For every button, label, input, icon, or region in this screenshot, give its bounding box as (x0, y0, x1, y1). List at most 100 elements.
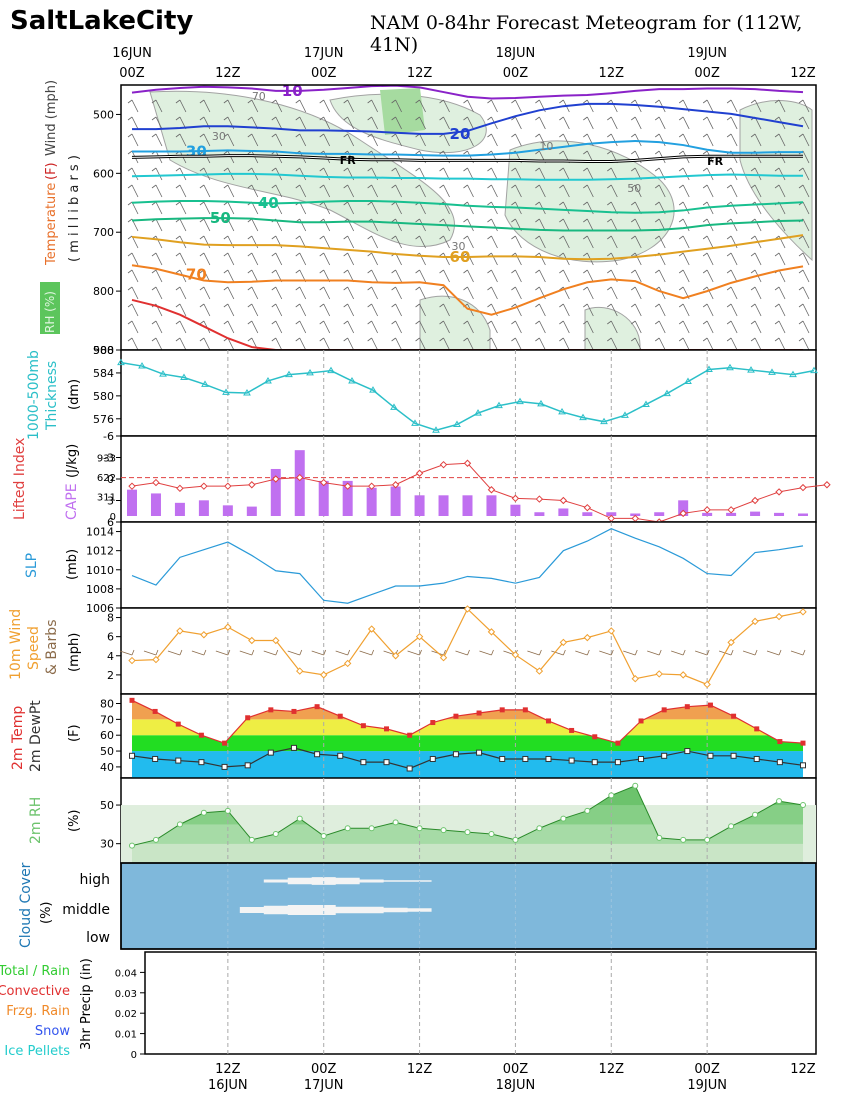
upper-air-panel: 10 20 30 40 50 60 70 FR FR 70 30 10 30 50 500 600 700 80… (93, 82, 817, 357)
y-tick-label: 8 (107, 612, 114, 625)
wind-barb (583, 218, 594, 232)
li-point (128, 482, 136, 490)
wind-mph-label: Wind (mph) (44, 80, 59, 156)
wind-barb (343, 252, 355, 266)
slp-panel: 1006 1008 1010 1012 1014 SLP (mb) (24, 521, 817, 615)
wind-barb (695, 649, 710, 656)
thickness-point (516, 397, 524, 405)
wind-barb (463, 235, 474, 249)
wind-barb (439, 252, 450, 266)
wind-barb (415, 116, 426, 130)
dewpoint-point (591, 759, 598, 766)
wind-barb (127, 99, 139, 113)
cape-bar (798, 513, 808, 516)
dewpoint-point (129, 752, 135, 759)
wind-barb (367, 320, 379, 334)
cape-bar (726, 512, 737, 516)
wind-barb (223, 133, 235, 147)
wind-barb (367, 269, 379, 283)
wind-barb (583, 320, 594, 334)
wind10m-point (463, 605, 472, 613)
cloud-cover-label: Cloud Cover (18, 862, 34, 948)
middle-cloud (239, 905, 432, 915)
date-label: 18JUN (496, 46, 536, 61)
wind-barb (487, 269, 498, 283)
wind-barb (702, 133, 714, 147)
wind-barb (583, 167, 594, 181)
cape-bar (414, 495, 425, 516)
wind-barb (463, 218, 474, 232)
rh-point (680, 836, 687, 843)
thickness-panel: 576 580 584 588 1000-500mb Thickness (dm) (26, 344, 818, 440)
isotherm-label: 10 (282, 82, 303, 100)
li-point (799, 483, 807, 492)
cloud-middle-label: middle (62, 902, 110, 918)
wind-barb (798, 337, 810, 351)
wind-barb (798, 286, 810, 300)
cape-bar (702, 512, 713, 516)
wind-barb (415, 320, 426, 334)
wind-barb (439, 269, 450, 283)
wind-barb (647, 649, 662, 656)
thickness-point (432, 426, 440, 433)
rh-point (512, 836, 519, 843)
temp-point (384, 726, 390, 732)
temp-point (152, 708, 158, 714)
wind-barb (127, 133, 139, 147)
wind-barb (415, 303, 426, 317)
wind10m-point (248, 636, 256, 645)
wind-barb (726, 286, 738, 300)
millibars-label: ( m i l l i b a r s ) (67, 155, 82, 262)
wind-barb (295, 303, 307, 317)
temp-point (754, 726, 760, 732)
y-tick-label: 0.03 (115, 989, 137, 1000)
wind10m-point (607, 627, 615, 635)
wind-barb (151, 320, 163, 334)
cape-bar (510, 504, 521, 516)
li-point (751, 496, 759, 505)
wind-barb (463, 252, 474, 266)
wind-barb (678, 167, 690, 181)
wind-barb (439, 320, 450, 334)
time-label: 00Z (311, 1062, 337, 1077)
precip-panel: 0 0.01 0.02 0.03 0.04 3hr Precip (in) Total … (0, 951, 817, 1061)
wind-barb (247, 252, 259, 266)
temp-point (476, 710, 482, 716)
wind-barb (750, 184, 762, 198)
rh2m-unit: (%) (67, 810, 82, 833)
wind-barb (583, 99, 594, 113)
wind10m-point (631, 675, 639, 683)
wind-barb (175, 133, 187, 147)
wind-barb (343, 201, 355, 215)
wind-barb (151, 99, 163, 113)
wind-barb (559, 167, 570, 181)
temp-point (615, 740, 621, 746)
temp-point (129, 697, 135, 703)
rh-contour-label: 10 (539, 140, 553, 153)
wind-barb (343, 116, 355, 130)
thickness-point (306, 368, 314, 376)
date-label: 18JUN (496, 1078, 536, 1093)
wind-barb (702, 337, 714, 351)
y-tick-label: 0.01 (115, 1030, 137, 1041)
freezing-line-inner (131, 155, 803, 163)
y-tick-label: 1008 (86, 583, 114, 596)
wind-barb (487, 235, 498, 249)
thickness-point (579, 413, 587, 421)
cloud-fill (227, 863, 708, 949)
temp2m-unit: (F) (67, 724, 82, 742)
cape-tick-label: 0 (110, 512, 116, 523)
wind-barb (678, 116, 690, 130)
wind-barb (583, 269, 594, 283)
wind-barb (439, 337, 450, 351)
wind-barb (631, 252, 642, 266)
cape-bars (127, 450, 808, 516)
wind-barb (167, 649, 183, 656)
precip-legend-item: Total / Rain (0, 964, 70, 979)
wind-barb (631, 269, 642, 283)
lifted-index-label: Lifted Index (12, 438, 28, 520)
wind-barb (271, 303, 283, 317)
dewpoint-point (290, 744, 297, 751)
rh-point (272, 831, 279, 838)
y-tick-label: 600 (93, 167, 114, 180)
